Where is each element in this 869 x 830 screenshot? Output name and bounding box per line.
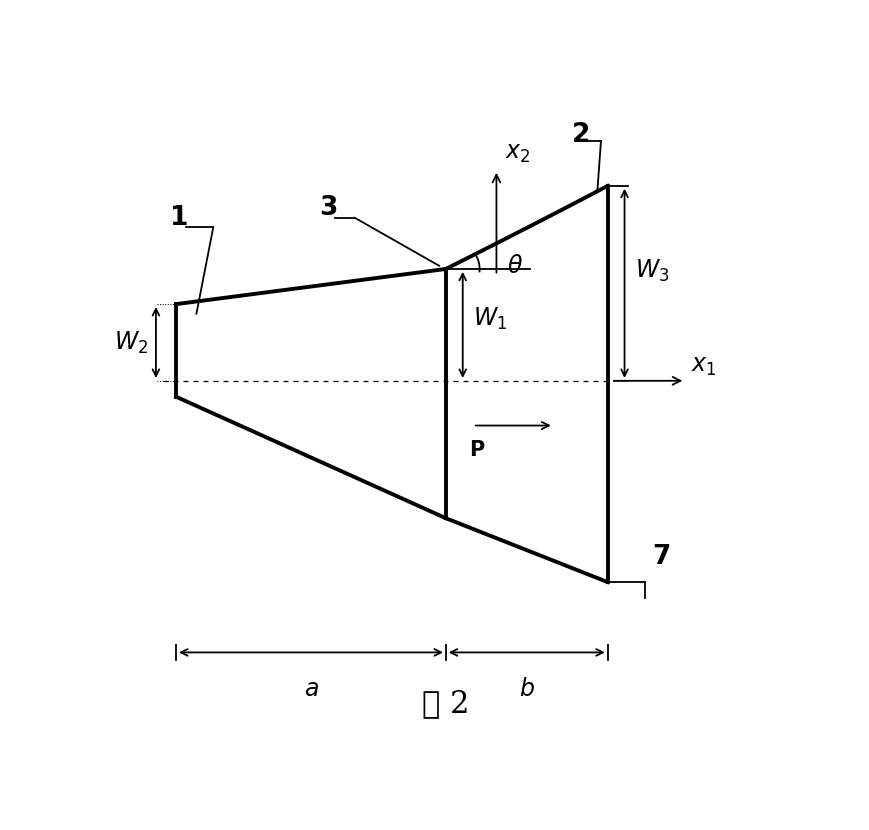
- Text: $x_2$: $x_2$: [504, 141, 529, 165]
- Text: 图 2: 图 2: [421, 688, 469, 719]
- Text: P: P: [469, 440, 484, 460]
- Text: 3: 3: [318, 195, 336, 222]
- Text: 1: 1: [170, 205, 189, 231]
- Text: $W_1$: $W_1$: [473, 305, 507, 332]
- Text: $\theta$: $\theta$: [506, 254, 522, 278]
- Text: $a$: $a$: [303, 676, 318, 701]
- Text: $W_3$: $W_3$: [634, 257, 668, 284]
- Text: 2: 2: [571, 122, 589, 148]
- Text: $W_2$: $W_2$: [114, 330, 148, 355]
- Text: $x_1$: $x_1$: [690, 354, 715, 378]
- Text: $b$: $b$: [518, 676, 534, 701]
- Text: 7: 7: [652, 544, 670, 569]
